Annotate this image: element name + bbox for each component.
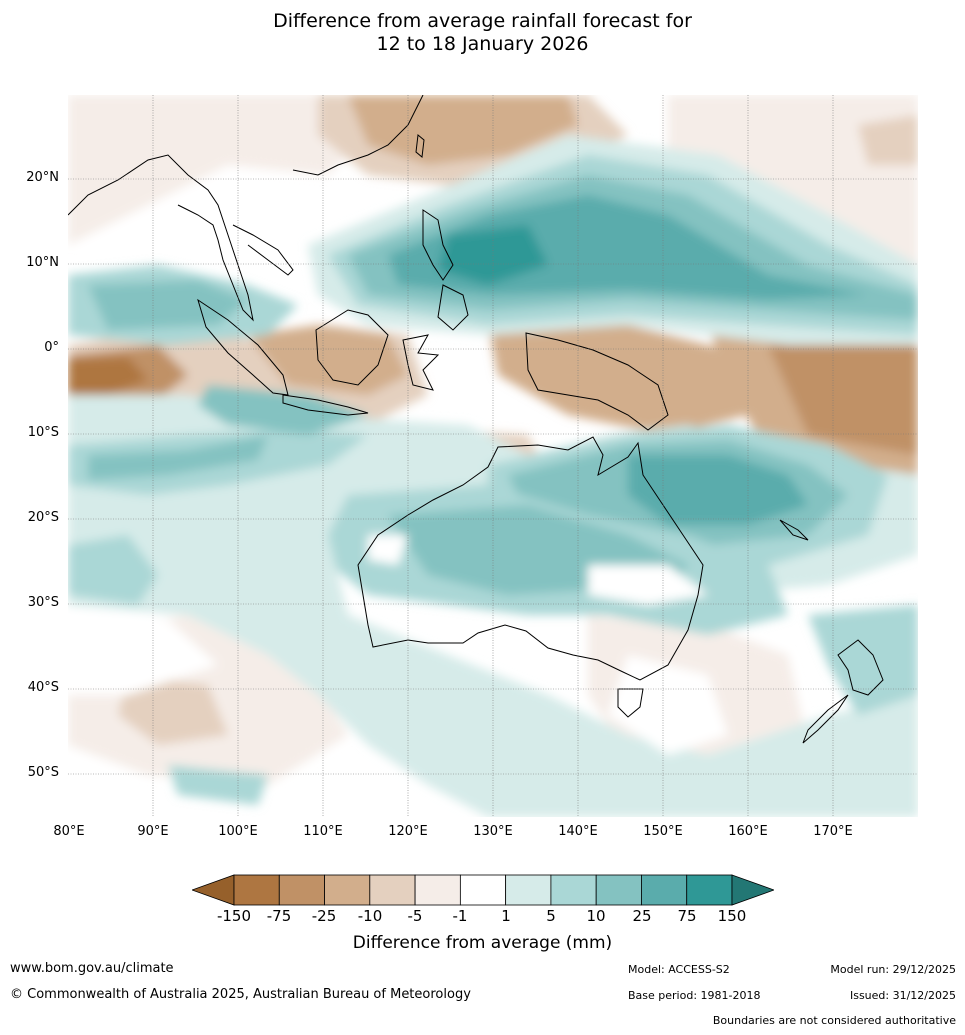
legend-swatch: [595, 874, 642, 906]
taiwan-outline: [415, 134, 425, 158]
legend-colorbar: [192, 874, 774, 906]
legend-title: Difference from average (mm): [352, 933, 613, 953]
title-line-2: 12 to 18 January 2026: [376, 33, 589, 55]
lon-label-90e: 90°E: [137, 824, 169, 839]
sulawesi-outline: [402, 334, 440, 391]
legend-swatch: [414, 874, 461, 906]
legend-tick: 25: [632, 907, 652, 925]
legend-tick: 5: [546, 907, 556, 925]
lat-label-10s: 10°S: [27, 425, 59, 440]
legend-swatch: [233, 874, 280, 906]
legend-swatch-min: [192, 874, 235, 906]
asia-mainland-outline: [68, 95, 424, 322]
lon-label-110e: 110°E: [303, 824, 343, 839]
legend-swatch: [278, 874, 325, 906]
graticule: [68, 95, 918, 817]
lat-label-0: 0°: [44, 340, 59, 355]
legend-tick: -150: [216, 907, 252, 925]
model-run-date: Model run: 29/12/2025: [830, 963, 956, 976]
lon-label-160e: 160°E: [728, 824, 768, 839]
lat-label-30s: 30°S: [27, 595, 59, 610]
legend-tick: -25: [311, 907, 337, 925]
legend-swatch-max: [731, 874, 774, 906]
lat-label-20s: 20°S: [27, 510, 59, 525]
legend-swatch: [324, 874, 371, 906]
lon-label-100e: 100°E: [218, 824, 258, 839]
lon-label-130e: 130°E: [473, 824, 513, 839]
title-line-1: Difference from average rainfall forecas…: [273, 10, 692, 32]
new-caledonia-outline: [779, 519, 809, 541]
rainfall-map-svg: [68, 95, 918, 817]
legend-tick: 75: [677, 907, 697, 925]
legend-swatch: [641, 874, 688, 906]
lat-label-20n: 20°N: [26, 170, 59, 185]
legend-tick: 10: [586, 907, 606, 925]
philippines-outline: [422, 209, 469, 331]
legend-tick: -1: [452, 907, 468, 925]
lon-label-150e: 150°E: [643, 824, 683, 839]
issued-date: Issued: 31/12/2025: [849, 989, 956, 1002]
map-title: Difference from average rainfall forecas…: [0, 10, 965, 56]
lon-label-80e: 80°E: [53, 824, 85, 839]
legend-tick: -5: [407, 907, 423, 925]
base-period: Base period: 1981-2018: [628, 989, 761, 1002]
legend-tick: -75: [266, 907, 292, 925]
copyright-text: © Commonwealth of Australia 2025, Austra…: [10, 987, 471, 1002]
australia-outline: [357, 436, 704, 681]
legend-tick: 1: [501, 907, 511, 925]
boundaries-disclaimer: Boundaries are not considered authoritat…: [712, 1014, 956, 1027]
legend-swatch: [686, 874, 733, 906]
new-guinea-outline: [525, 332, 669, 431]
new-zealand-outline: [802, 639, 884, 744]
lon-label-120e: 120°E: [388, 824, 428, 839]
lon-label-140e: 140°E: [558, 824, 598, 839]
borneo-outline: [315, 309, 389, 386]
legend-swatch: [550, 874, 597, 906]
sumatra-outline: [197, 298, 289, 396]
website-link[interactable]: www.bom.gov.au/climate: [10, 961, 174, 976]
legend-tick: -10: [357, 907, 383, 925]
lat-label-40s: 40°S: [27, 680, 59, 695]
legend-swatch: [369, 874, 416, 906]
rainfall-map: [68, 95, 918, 817]
lat-label-50s: 50°S: [27, 765, 59, 780]
legend-swatch: [459, 874, 507, 906]
legend-tick: 150: [717, 907, 747, 925]
model-name: Model: ACCESS-S2: [628, 963, 730, 976]
java-outline: [282, 394, 369, 416]
legend-swatch: [505, 874, 552, 906]
lon-label-170e: 170°E: [813, 824, 853, 839]
lat-label-10n: 10°N: [26, 255, 59, 270]
